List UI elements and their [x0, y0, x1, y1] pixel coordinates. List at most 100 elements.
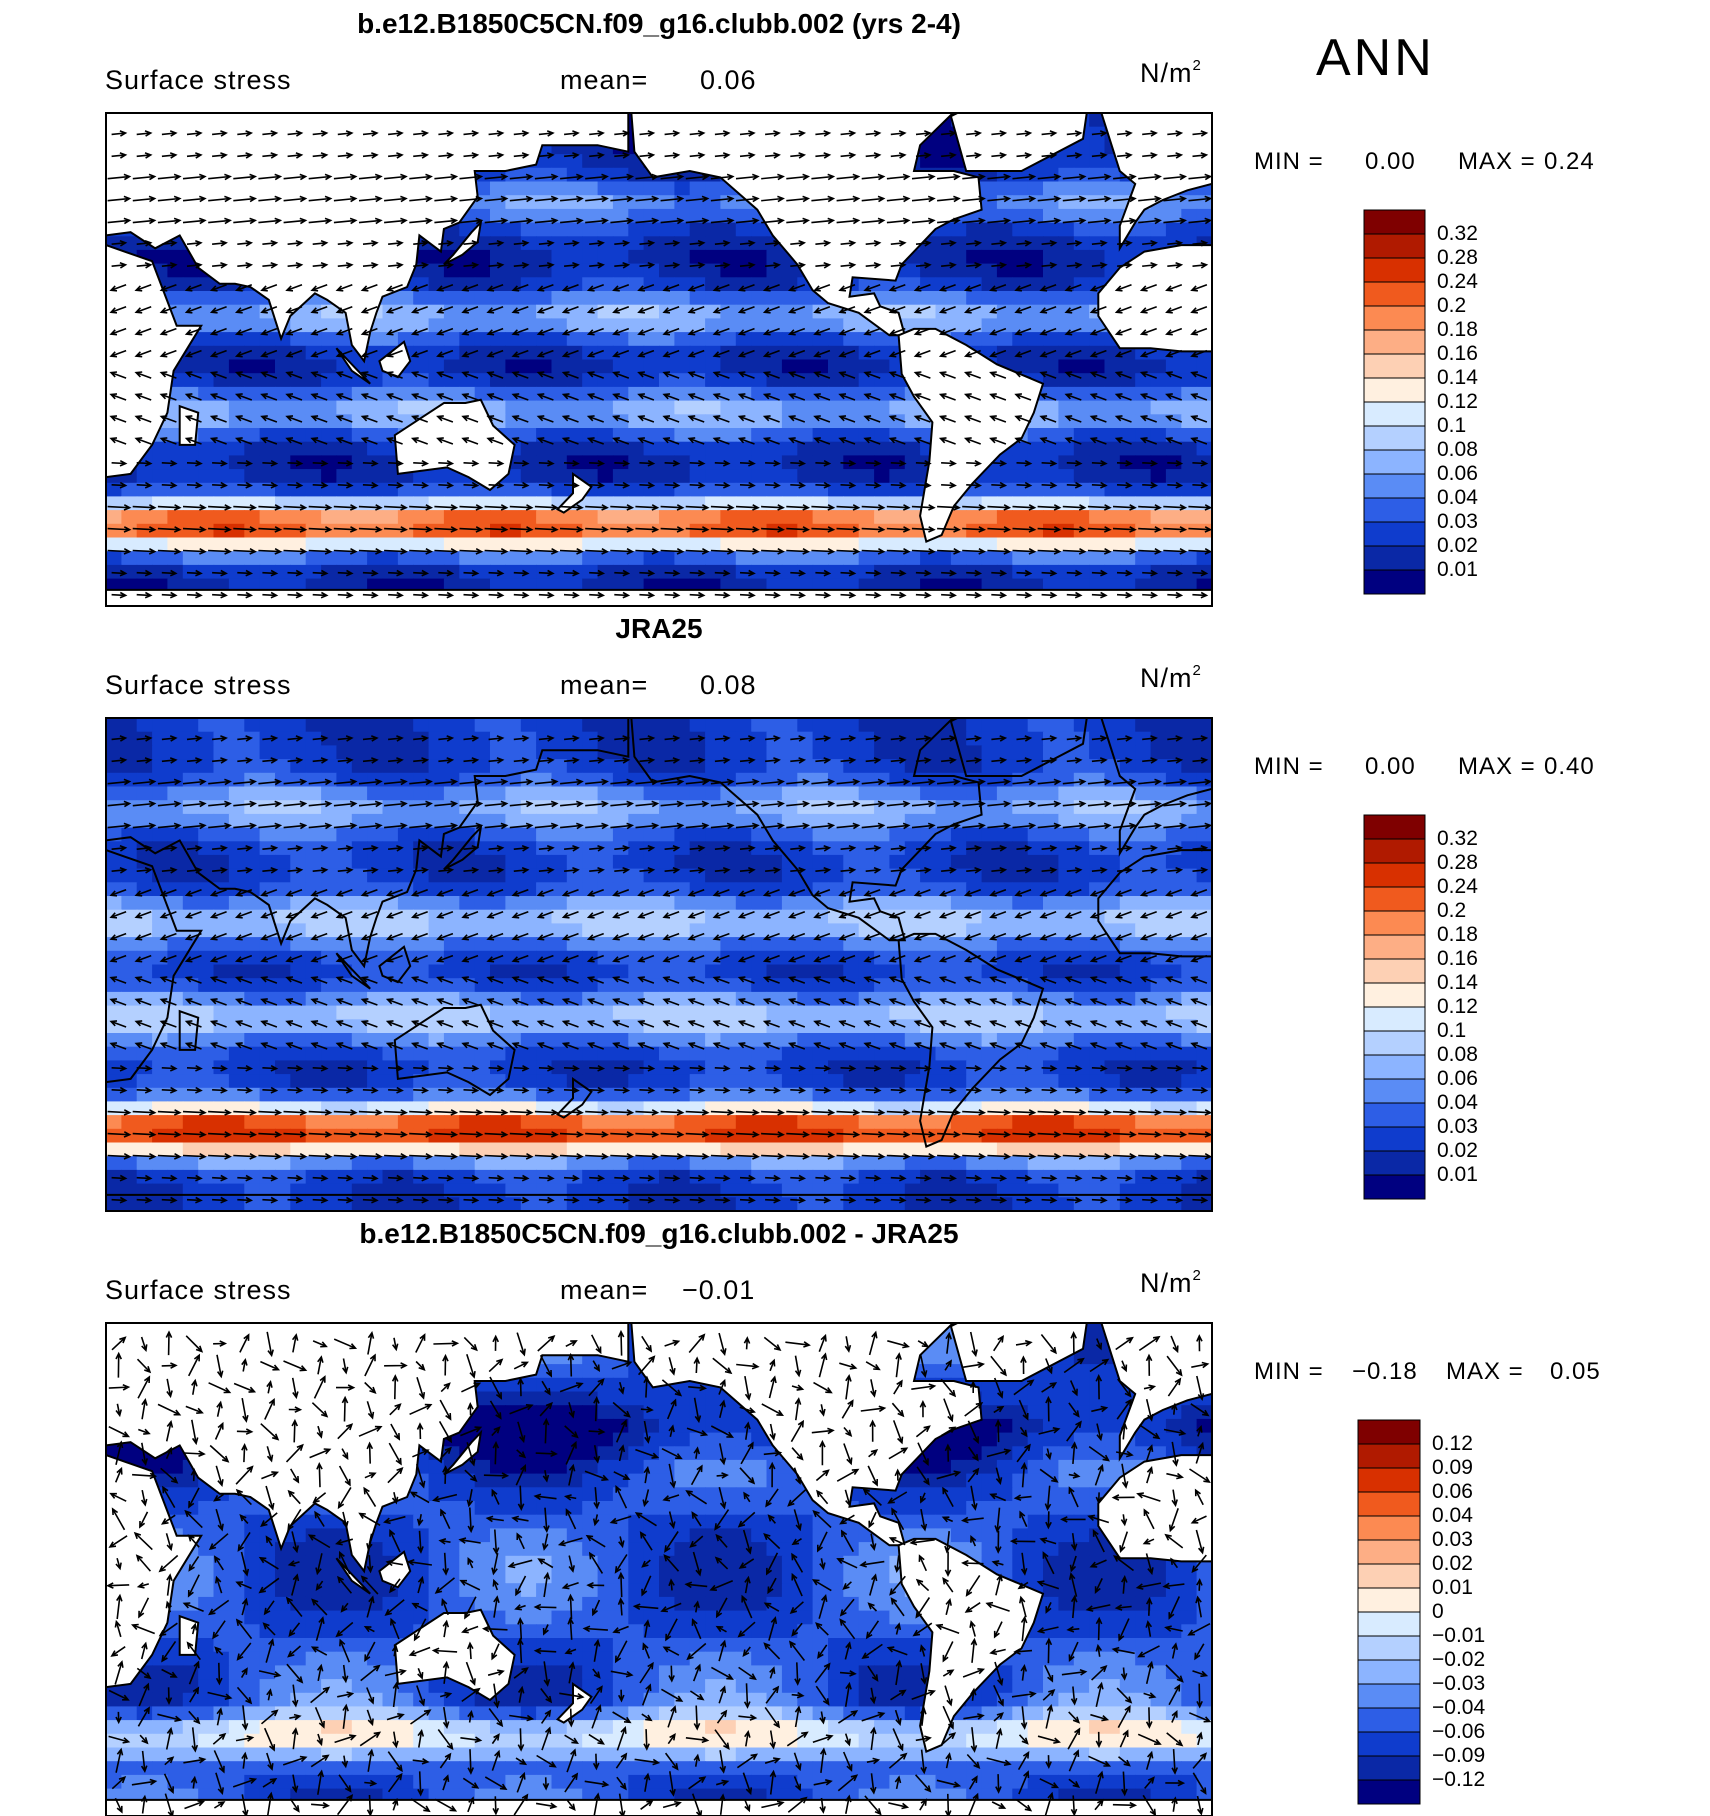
colorbar-tick-label: 0.06	[1432, 1480, 1473, 1504]
colorbar-tick-label: −0.03	[1432, 1672, 1485, 1696]
colorbar-swatch	[1358, 1636, 1420, 1660]
units-exponent: 2	[1193, 1267, 1202, 1284]
max-label: MAX =	[1458, 148, 1536, 176]
colorbar-swatch	[1364, 1103, 1425, 1127]
colorbar-swatch	[1358, 1420, 1420, 1444]
max-label: MAX =	[1458, 753, 1536, 781]
colorbar-tick-label: 0.08	[1437, 438, 1478, 462]
stress-field	[106, 679, 1213, 1259]
map-panel-3	[106, 1323, 1212, 1816]
mean-value: 0.06	[700, 65, 757, 96]
colorbar-swatch	[1364, 1055, 1425, 1079]
colorbar-tick-label: 0.03	[1432, 1528, 1473, 1552]
min-label: MIN =	[1254, 753, 1324, 781]
colorbar-tick-label: 0.16	[1437, 947, 1478, 971]
min-value: 0.00	[1365, 753, 1416, 781]
colorbar-swatch	[1358, 1564, 1420, 1588]
units-label: N/m2	[1140, 58, 1202, 89]
colorbar-swatch	[1358, 1660, 1420, 1684]
colorbar	[1364, 815, 1425, 1199]
colorbar-tick-label: 0.04	[1437, 486, 1478, 510]
colorbar-swatch	[1364, 522, 1425, 546]
map-panel-2	[106, 718, 1212, 1211]
colorbar-swatch	[1364, 1079, 1425, 1103]
colorbar-tick-label: 0.32	[1437, 827, 1478, 851]
colorbar-tick-label: 0.28	[1437, 246, 1478, 270]
colorbar-tick-label: 0.2	[1437, 899, 1466, 923]
colorbar-swatch	[1358, 1684, 1420, 1708]
colorbar-swatch	[1364, 1127, 1425, 1151]
colorbar-swatch	[1364, 1151, 1425, 1175]
stress-field	[106, 1284, 1213, 1816]
colorbar-swatch	[1364, 258, 1425, 282]
map-panel-1	[106, 113, 1212, 606]
stress-field	[106, 74, 1213, 654]
colorbar-swatch	[1364, 1175, 1425, 1199]
colorbar-swatch	[1364, 354, 1425, 378]
colorbar-tick-label: −0.06	[1432, 1720, 1485, 1744]
mean-value: −0.01	[682, 1275, 755, 1306]
colorbar-swatch	[1358, 1588, 1420, 1612]
colorbar-tick-label: 0.02	[1432, 1552, 1473, 1576]
max-value: 0.05	[1550, 1358, 1601, 1386]
colorbar-swatch	[1364, 234, 1425, 258]
colorbar-tick-label: −0.12	[1432, 1768, 1485, 1792]
colorbar-tick-label: 0.14	[1437, 971, 1478, 995]
colorbar-swatch	[1364, 570, 1425, 594]
colorbar-tick-label: −0.04	[1432, 1696, 1485, 1720]
colorbar-swatch	[1358, 1444, 1420, 1468]
mean-label: mean=	[560, 65, 648, 96]
colorbar-swatch	[1364, 378, 1425, 402]
colorbar-swatch	[1364, 935, 1425, 959]
colorbar-swatch	[1358, 1756, 1420, 1780]
colorbar-tick-label: 0.28	[1437, 851, 1478, 875]
mean-value: 0.08	[700, 670, 757, 701]
colorbar-swatch	[1364, 983, 1425, 1007]
colorbar-swatch	[1364, 498, 1425, 522]
colorbar-swatch	[1364, 306, 1425, 330]
colorbar-swatch	[1364, 330, 1425, 354]
min-label: MIN =	[1254, 148, 1324, 176]
colorbar	[1364, 210, 1425, 594]
colorbar-swatch	[1364, 1007, 1425, 1031]
colorbar-tick-label: 0.12	[1437, 995, 1478, 1019]
max-label: MAX =	[1446, 1358, 1524, 1386]
colorbar-swatch	[1364, 887, 1425, 911]
colorbar-swatch	[1358, 1540, 1420, 1564]
max-value: 0.24	[1544, 148, 1595, 176]
colorbar-tick-label: 0.14	[1437, 366, 1478, 390]
panel-title: b.e12.B1850C5CN.f09_g16.clubb.002 (yrs 2…	[106, 8, 1212, 40]
colorbar-tick-label: 0.24	[1437, 875, 1478, 899]
colorbar-swatch	[1364, 210, 1425, 234]
colorbar-tick-label: 0.18	[1437, 923, 1478, 947]
colorbar-tick-label: −0.02	[1432, 1648, 1485, 1672]
colorbar-tick-label: 0.1	[1437, 414, 1466, 438]
colorbar-swatch	[1364, 474, 1425, 498]
units-label: N/m2	[1140, 1268, 1202, 1299]
colorbar-swatch	[1364, 546, 1425, 570]
colorbar-swatch	[1358, 1492, 1420, 1516]
colorbar-tick-label: −0.01	[1432, 1624, 1485, 1648]
colorbar-tick-label: 0.08	[1437, 1043, 1478, 1067]
mean-label: mean=	[560, 670, 648, 701]
colorbar-swatch	[1358, 1780, 1420, 1804]
colorbar-tick-label: 0.04	[1437, 1091, 1478, 1115]
colorbar-tick-label: 0.03	[1437, 1115, 1478, 1139]
colorbar-swatch	[1364, 863, 1425, 887]
colorbar-swatch	[1364, 426, 1425, 450]
colorbar-swatch	[1358, 1516, 1420, 1540]
colorbar-tick-label: 0.01	[1437, 558, 1478, 582]
panel-left-label: Surface stress	[105, 670, 292, 701]
colorbar-swatch	[1364, 1031, 1425, 1055]
panel-title: b.e12.B1850C5CN.f09_g16.clubb.002 - JRA2…	[106, 1218, 1212, 1250]
colorbar-swatch	[1364, 815, 1425, 839]
colorbar-swatch	[1364, 402, 1425, 426]
colorbar-swatch	[1358, 1708, 1420, 1732]
colorbar-tick-label: 0.06	[1437, 462, 1478, 486]
colorbar-tick-label: 0.02	[1437, 1139, 1478, 1163]
colorbar-swatch	[1364, 959, 1425, 983]
mean-label: mean=	[560, 1275, 648, 1306]
units-exponent: 2	[1193, 662, 1202, 679]
colorbar-swatch	[1364, 911, 1425, 935]
colorbar-tick-label: 0.16	[1437, 342, 1478, 366]
